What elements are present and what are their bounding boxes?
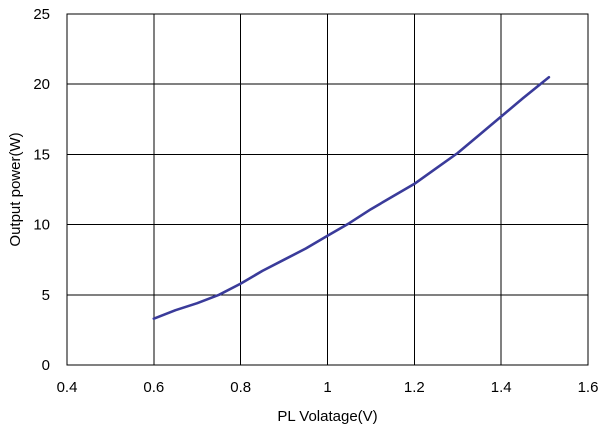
series-group <box>152 75 551 321</box>
x-tick-label: 1.2 <box>404 379 425 396</box>
x-tick-label: 0.4 <box>57 379 78 396</box>
y-tick-label: 0 <box>42 357 50 374</box>
y-tick-label: 5 <box>42 287 50 304</box>
x-axis-label: PL Volatage(V) <box>277 408 377 425</box>
y-tick-label: 25 <box>33 6 50 23</box>
y-tick-label: 15 <box>33 146 50 163</box>
y-tick-labels: 0 5 10 15 20 25 <box>33 6 50 374</box>
y-tick-label: 20 <box>33 76 50 93</box>
x-tick-labels: 0.4 0.6 0.8 1 1.2 1.4 1.6 <box>57 379 599 396</box>
y-axis-label: Output power(W) <box>7 132 24 246</box>
x-tick-label: 0.8 <box>230 379 251 396</box>
x-tick-label: 1.6 <box>578 379 599 396</box>
grid <box>66 13 589 366</box>
x-tick-label: 1 <box>323 379 331 396</box>
x-tick-label: 1.4 <box>491 379 512 396</box>
y-tick-label: 10 <box>33 217 50 234</box>
x-tick-label: 0.6 <box>143 379 164 396</box>
output-power-line <box>152 75 551 321</box>
plot-frame <box>66 13 589 366</box>
